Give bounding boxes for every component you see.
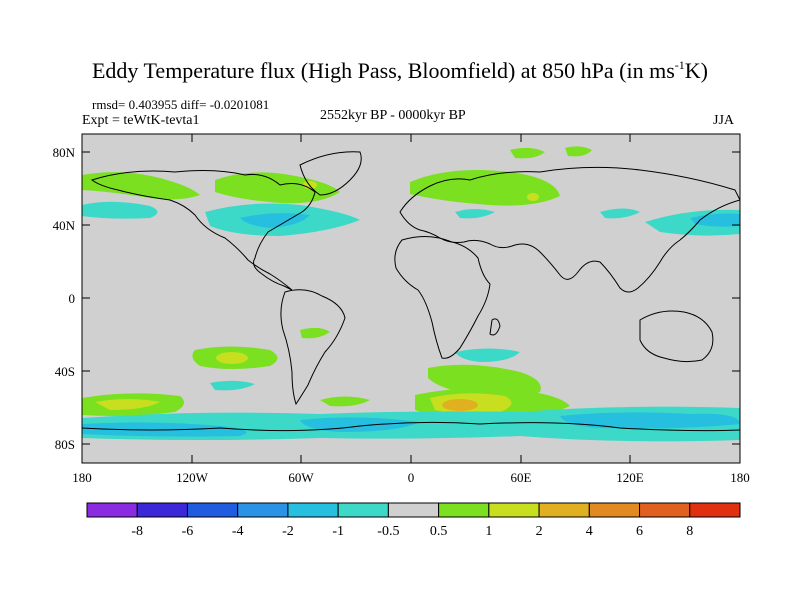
colorbar-swatch <box>186 502 239 518</box>
colorbar-label: 4 <box>586 524 593 539</box>
colorbar-swatch <box>237 502 289 518</box>
contour-negative <box>455 348 520 362</box>
colorbar-label: -0.5 <box>377 524 399 539</box>
colorbar <box>86 502 741 518</box>
contour-positive <box>300 327 330 339</box>
lat-label: 40N <box>53 218 76 233</box>
colorbar-label: 2 <box>536 524 543 539</box>
colorbar-label: -2 <box>282 524 294 539</box>
colorbar-labels: -8 -6 -4 -2 -1 -0.5 0.5 1 2 4 6 8 <box>131 524 693 539</box>
lon-label: 120E <box>616 470 644 485</box>
lat-labels: 80N 40N 0 40S 80S <box>53 145 76 452</box>
contour-negative-2 <box>240 213 310 228</box>
colorbar-swatch <box>337 502 389 518</box>
contour-negative-2 <box>690 213 740 227</box>
contour-negative-2 <box>560 412 740 429</box>
colorbar-label: 6 <box>636 524 643 539</box>
lon-label: 60E <box>511 470 532 485</box>
coast-madagascar <box>489 318 501 336</box>
colorbar-swatch <box>387 502 440 518</box>
colorbar-swatch <box>86 502 138 518</box>
contour-positive-2 <box>95 399 160 410</box>
colorbar-swatch <box>538 502 590 518</box>
lon-labels: 180 120W 60W 0 60E 120E 180 <box>72 470 750 485</box>
lon-label: 180 <box>72 470 92 485</box>
contour-negative <box>210 380 255 391</box>
colorbar-label: -1 <box>332 524 344 539</box>
flux-contours <box>82 146 740 442</box>
colorbar-swatch <box>136 502 188 518</box>
lon-ticks <box>81 134 741 463</box>
colorbar-swatch <box>287 502 339 518</box>
contour-positive <box>510 147 545 159</box>
season-label: JJA <box>713 113 735 128</box>
lat-ticks <box>82 151 740 445</box>
colorbar-label: 0.5 <box>430 524 448 539</box>
contour-positive-4 <box>442 399 478 411</box>
coast-north-america <box>90 170 316 291</box>
coast-south-america <box>280 289 346 406</box>
lon-label: 60W <box>288 470 314 485</box>
contour-positive-2 <box>216 352 248 364</box>
coast-greenland <box>299 151 362 196</box>
colorbar-swatch <box>588 502 641 518</box>
contour-positive <box>565 146 592 157</box>
coast-eurasia <box>399 166 740 293</box>
colorbar-label: 1 <box>485 524 492 539</box>
colorbar-label: -8 <box>131 524 143 539</box>
contour-positive-2 <box>303 181 317 189</box>
coast-africa <box>394 236 491 359</box>
contour-positive <box>215 172 340 204</box>
stats-text: rmsd= 0.403955 diff= -0.0201081 <box>92 97 270 112</box>
contour-negative-2 <box>300 417 420 432</box>
experiment-label: Expt = teWtK-tevta1 <box>82 113 200 128</box>
period-label: 2552kyr BP - 0000kyr BP <box>320 108 466 123</box>
contour-positive <box>82 172 200 200</box>
lon-label: 180 <box>730 470 750 485</box>
coastlines <box>82 151 740 432</box>
colorbar-label: 8 <box>686 524 693 539</box>
colorbar-swatch <box>438 502 490 518</box>
coast-antarctica <box>82 421 740 432</box>
contour-positive-2 <box>527 193 539 201</box>
contour-positive <box>320 396 370 407</box>
lat-label: 80S <box>55 437 75 452</box>
lon-label: 0 <box>408 470 415 485</box>
lon-label: 120W <box>176 470 209 485</box>
contour-negative <box>455 209 495 219</box>
map-title: Eddy Temperature flux (High Pass, Bloomf… <box>91 58 708 83</box>
lat-label: 80N <box>53 145 76 160</box>
colorbar-label: -6 <box>182 524 194 539</box>
contour-positive <box>410 169 560 206</box>
colorbar-swatch <box>689 502 741 518</box>
coast-australia <box>639 310 714 363</box>
contour-negative <box>82 201 158 219</box>
contour-negative <box>600 208 640 219</box>
lat-label: 0 <box>69 291 76 306</box>
colorbar-swatch <box>639 502 691 518</box>
colorbar-label: -4 <box>232 524 244 539</box>
colorbar-swatch <box>488 502 540 518</box>
lat-label: 40S <box>55 364 75 379</box>
